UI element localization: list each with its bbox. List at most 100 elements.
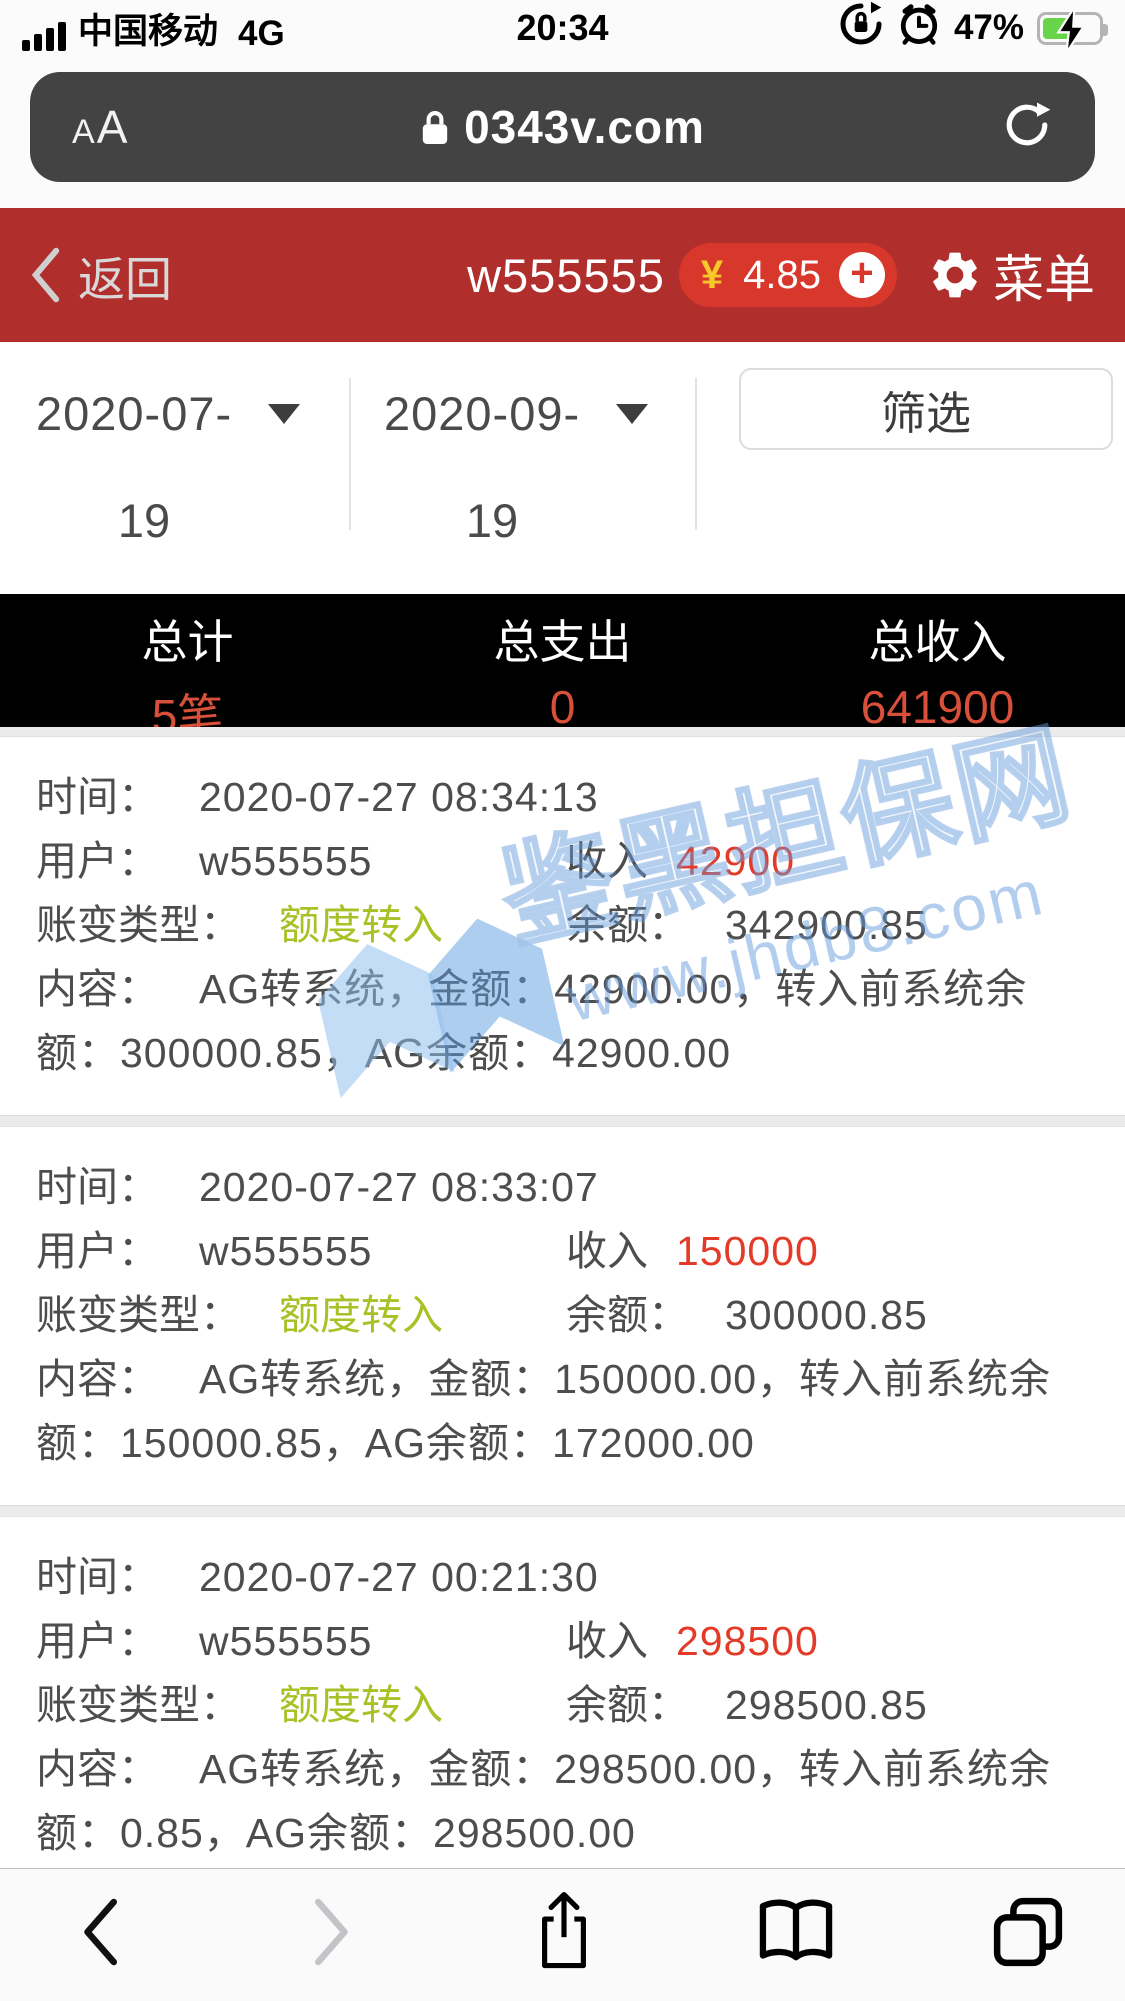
balance-value: 342900.85 — [725, 902, 928, 948]
time-value: 2020-07-27 08:34:13 — [199, 774, 599, 820]
chevron-down-icon — [616, 403, 649, 424]
user-label: 用户： — [36, 1618, 159, 1664]
bookmarks-button[interactable] — [751, 1896, 841, 1968]
back-label: 返回 — [78, 252, 172, 306]
user-value: w555555 — [199, 1228, 373, 1274]
end-month-value: 2020-09- — [384, 387, 581, 440]
end-date-select[interactable]: 2020-09- 19 — [384, 386, 649, 548]
type-label: 账变类型： — [36, 902, 241, 948]
income-label: 收入 — [566, 1228, 648, 1274]
status-bar: 中国移动 4G 20:34 47% — [0, 0, 1125, 56]
transaction-card: 时间： 2020-07-27 08:33:07 用户： w555555 收入 1500… — [0, 1127, 1125, 1505]
type-label: 账变类型： — [36, 1682, 241, 1728]
balance-value: 298500.85 — [725, 1682, 928, 1728]
type-value: 额度转入 — [279, 1682, 443, 1728]
url-field[interactable]: AA 0343v.com — [30, 72, 1095, 182]
tabs-button[interactable] — [983, 1893, 1073, 1971]
summary-label: 总收入 — [868, 616, 1007, 668]
menu-label: 菜单 — [992, 251, 1095, 308]
balance-label: 余额： — [566, 1682, 689, 1728]
content-value: AG转系统，金额：150000.00，转入前系统余额：150000.85，AG余… — [36, 1356, 1052, 1466]
username-label: w555555 — [467, 248, 665, 302]
content-label: 内容： — [36, 1746, 159, 1792]
transaction-card: 时间： 2020-07-27 08:34:13 用户： w555555 收入 4290… — [0, 737, 1125, 1115]
user-value: w555555 — [199, 838, 373, 884]
content-value: AG转系统，金额：298500.00，转入前系统余额：0.85，AG余额：298… — [36, 1746, 1052, 1856]
user-label: 用户： — [36, 838, 159, 884]
plus-circle-icon[interactable]: + — [838, 252, 885, 298]
income-label: 收入 — [566, 838, 648, 884]
income-label: 收入 — [566, 1618, 648, 1664]
user-value: w555555 — [199, 1618, 373, 1664]
battery-icon — [1037, 6, 1108, 53]
status-right: 47% — [838, 1, 1108, 56]
gear-icon — [933, 252, 977, 298]
signal-strength-icon — [22, 21, 66, 54]
time-value: 2020-07-27 08:33:07 — [199, 1164, 599, 1210]
content-value: AG转系统，金额：42900.00，转入前系统余额：300000.85，AG余额… — [36, 966, 1028, 1076]
time-value: 2020-07-27 00:21:30 — [199, 1554, 599, 1600]
divider — [0, 727, 1125, 737]
summary-income: 总收入 641900 — [750, 594, 1125, 733]
filter-button[interactable]: 筛选 — [739, 368, 1113, 450]
type-label: 账变类型： — [36, 1292, 241, 1338]
share-button[interactable] — [519, 1889, 609, 1975]
address-bar-row: AA 0343v.com — [0, 56, 1125, 208]
content-label: 内容： — [36, 1356, 159, 1402]
header-right: w555555 ¥ 4.85 + 菜单 — [467, 238, 1095, 312]
summary-expense: 总支出 0 — [375, 594, 750, 733]
rotation-lock-icon — [838, 1, 884, 56]
balance-label: 余额： — [566, 902, 689, 948]
time-label: 时间： — [36, 1164, 159, 1210]
balance-value: 300000.85 — [725, 1292, 928, 1338]
balance-label: 余额： — [566, 1292, 689, 1338]
back-nav-button[interactable] — [55, 1897, 145, 1967]
alarm-icon — [897, 2, 941, 55]
time-label: 时间： — [36, 774, 159, 820]
divider — [695, 378, 697, 530]
forward-nav-button[interactable] — [287, 1897, 377, 1967]
battery-percent-label: 47% — [953, 8, 1024, 47]
url-text: 0343v.com — [464, 101, 705, 153]
start-month-value: 2020-07- — [36, 387, 233, 440]
summary-value: 0 — [549, 681, 576, 733]
divider — [0, 1115, 1125, 1127]
reload-button[interactable] — [1001, 99, 1053, 156]
type-value: 额度转入 — [279, 902, 443, 948]
filter-section: 2020-07- 19 2020-09- 19 筛选 — [0, 342, 1125, 594]
network-type-label: 4G — [238, 13, 285, 53]
income-value: 42900 — [676, 838, 796, 884]
back-chevron-icon — [31, 247, 60, 303]
income-value: 298500 — [676, 1618, 819, 1664]
summary-value: 641900 — [860, 681, 1015, 733]
yen-icon: ¥ — [700, 252, 724, 297]
start-date-select[interactable]: 2020-07- 19 — [36, 386, 301, 548]
status-left: 中国移动 4G — [22, 3, 285, 54]
app-header: 返回 w555555 ¥ 4.85 + 菜单 — [0, 208, 1125, 342]
balance-value: 4.85 — [743, 252, 821, 297]
transaction-card: 时间： 2020-07-27 00:21:30 用户： w555555 收入 2985… — [0, 1517, 1125, 1895]
url-center: 0343v.com — [30, 100, 1095, 154]
menu-button[interactable]: 菜单 — [927, 238, 1095, 312]
income-value: 150000 — [676, 1228, 819, 1274]
summary-total: 总计 5笔 — [0, 594, 375, 742]
start-day-value: 19 — [117, 494, 171, 547]
clock-label: 20:34 — [516, 7, 609, 48]
carrier-label: 中国移动 — [78, 11, 219, 51]
transaction-list: 时间： 2020-07-27 08:34:13 用户： w555555 收入 4290… — [0, 727, 1125, 2001]
end-day-value: 19 — [465, 494, 519, 547]
divider — [0, 1505, 1125, 1517]
back-button[interactable]: 返回 — [30, 241, 172, 310]
summary-bar: 总计 5笔 总支出 0 总收入 641900 — [0, 594, 1125, 742]
divider — [349, 378, 351, 530]
summary-label: 总支出 — [493, 616, 632, 668]
user-label: 用户： — [36, 1228, 159, 1274]
time-label: 时间： — [36, 1554, 159, 1600]
safari-toolbar — [0, 1868, 1125, 2001]
tls-lock-icon — [420, 102, 450, 153]
balance-badge[interactable]: ¥ 4.85 + — [678, 243, 897, 307]
text-size-button[interactable]: AA — [72, 101, 130, 153]
summary-label: 总计 — [141, 616, 234, 668]
chevron-down-icon — [268, 403, 301, 424]
